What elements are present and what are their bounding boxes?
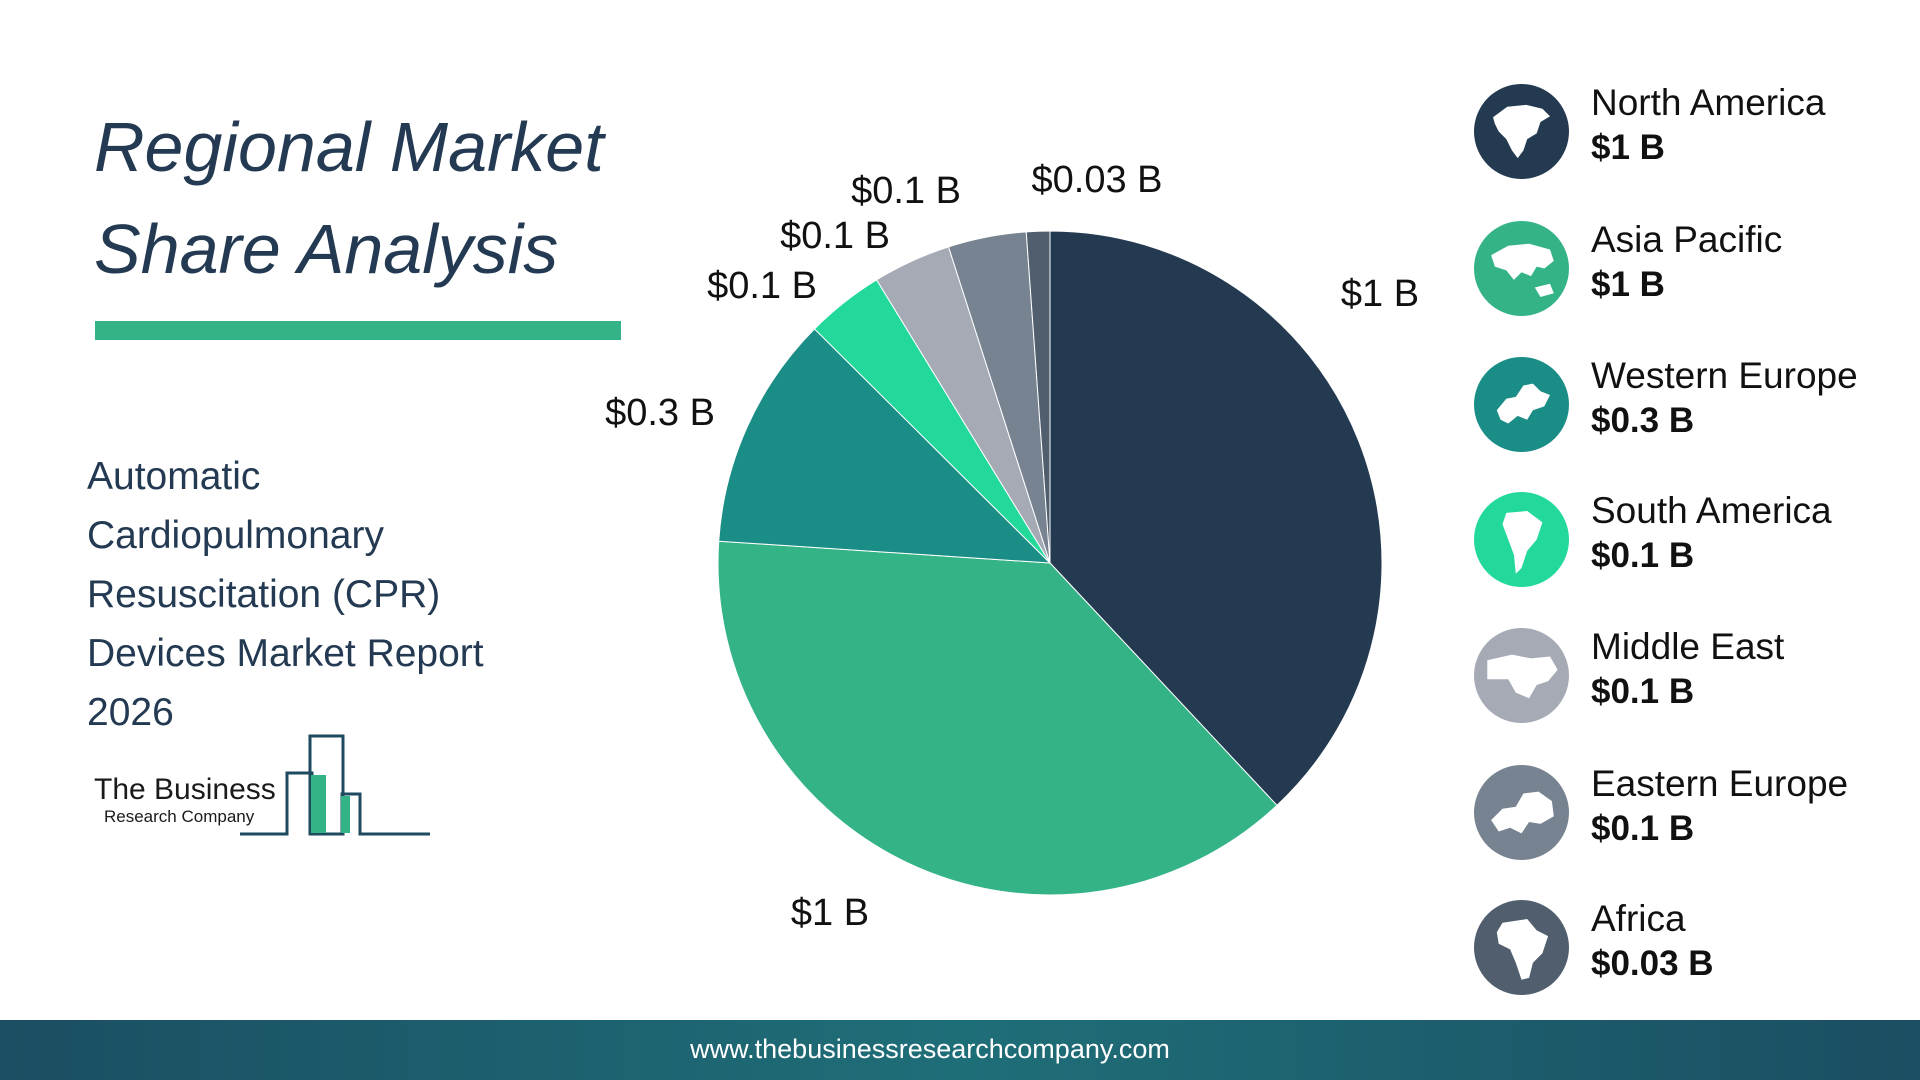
subtitle-line-4: Devices Market Report: [87, 632, 484, 675]
footer-website-link[interactable]: www.thebusinessresearchcompany.com: [690, 1034, 1170, 1064]
pie-data-label: $1 B: [791, 892, 869, 934]
pie-slice-western-europe: [718, 328, 1052, 564]
title-line-1: Regional Market: [94, 108, 604, 186]
legend-value: $0.1 B: [1591, 809, 1695, 848]
logo-subname: Research Company: [104, 807, 255, 826]
legend-item-eastern-europe: Eastern Europe $0.1 B: [1474, 763, 1914, 863]
legend-name: Western Europe: [1591, 355, 1858, 396]
asia-pacific-map-icon: [1474, 221, 1569, 316]
pie-data-label: $0.1 B: [851, 170, 961, 212]
legend-name: South America: [1591, 490, 1832, 531]
legend-value: $0.1 B: [1591, 536, 1695, 575]
pie-slice-asia-pacific: [717, 540, 1278, 896]
page-title: Regional Market Share Analysis: [94, 96, 654, 300]
subtitle-line-2: Cardiopulmonary: [87, 514, 384, 557]
legend-item-western-europe: Western Europe $0.3 B: [1474, 355, 1914, 455]
logo-name: The Business: [94, 773, 276, 806]
legend-name: Eastern Europe: [1591, 763, 1849, 804]
africa-map-icon: [1474, 900, 1569, 995]
footer-bar: www.thebusinessresearchcompany.com: [0, 1020, 1920, 1080]
eastern-europe-map-icon: [1474, 765, 1569, 860]
legend-value: $0.1 B: [1591, 672, 1695, 711]
subtitle-line-1: Automatic: [87, 455, 261, 498]
subtitle-line-5: 2026: [87, 691, 174, 734]
legend-name: Africa: [1591, 898, 1686, 939]
pie-data-label: $0.03 B: [1032, 159, 1163, 201]
legend-item-asia-pacific: Asia Pacific $1 B: [1474, 219, 1914, 319]
legend-item-middle-east: Middle East $0.1 B: [1474, 626, 1914, 726]
north-america-map-icon: [1474, 84, 1569, 179]
title-underline-bar: [95, 321, 621, 340]
logo-bars-icon: [240, 734, 430, 836]
legend-value: $0.3 B: [1591, 401, 1695, 440]
legend-value: $1 B: [1591, 128, 1665, 167]
legend-name: Asia Pacific: [1591, 219, 1783, 260]
title-line-2: Share Analysis: [94, 210, 559, 288]
pie-slices: [717, 230, 1383, 896]
south-america-map-icon: [1474, 492, 1569, 587]
pie-slice-north-america: [1049, 230, 1383, 807]
legend-item-north-america: North America $1 B: [1474, 82, 1914, 182]
legend-value: $0.03 B: [1591, 944, 1714, 983]
pie-data-label: $0.1 B: [780, 215, 890, 257]
pie-slice-africa: [1025, 230, 1051, 564]
western-europe-map-icon: [1474, 357, 1569, 452]
pie-data-label: $1 B: [1341, 273, 1419, 315]
subtitle-line-3: Resuscitation (CPR): [87, 573, 441, 616]
legend-name: North America: [1591, 82, 1826, 123]
legend-item-africa: Africa $0.03 B: [1474, 898, 1914, 998]
legend-value: $1 B: [1591, 265, 1665, 304]
pie-labels: $1 B$1 B$0.3 B$0.1 B$0.1 B$0.1 B $0.03 B: [605, 159, 1419, 934]
pie-data-label: $0.3 B: [605, 392, 715, 434]
middle-east-map-icon: [1474, 628, 1569, 723]
legend-name: Middle East: [1591, 626, 1785, 667]
company-logo: The Business Research Company: [92, 728, 442, 838]
legend-item-south-america: South America $0.1 B: [1474, 490, 1914, 590]
report-subtitle: Automatic Cardiopulmonary Resuscitation …: [87, 447, 547, 742]
pie-data-label: $0.1 B: [707, 265, 817, 307]
